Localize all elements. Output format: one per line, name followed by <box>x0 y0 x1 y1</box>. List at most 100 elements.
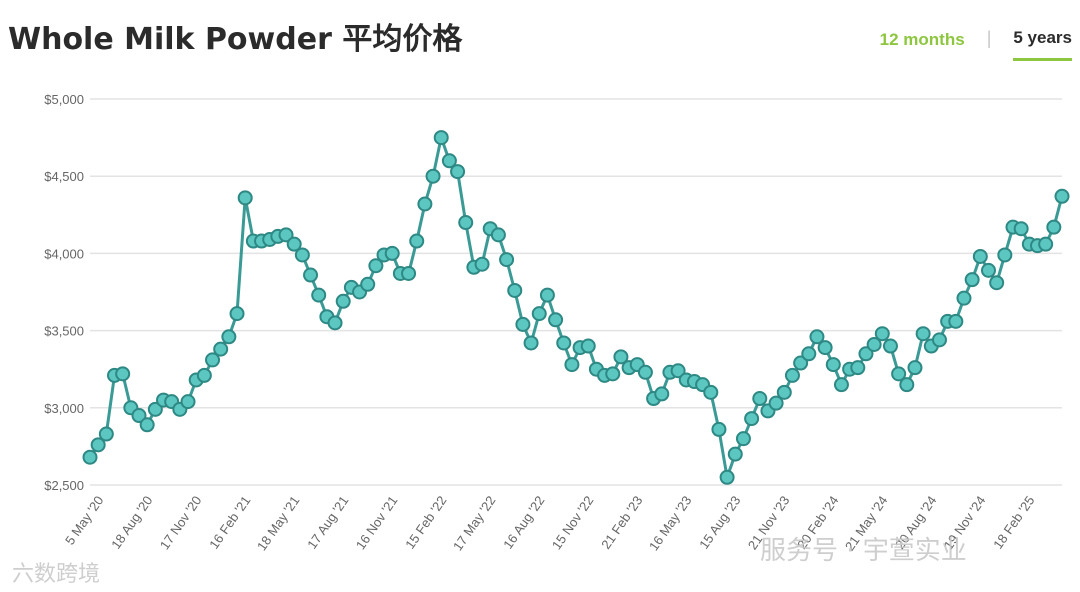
data-point <box>915 326 931 342</box>
data-point <box>727 446 743 462</box>
data-point <box>580 338 596 354</box>
data-point <box>931 332 947 348</box>
data-point <box>605 366 621 382</box>
data-point <box>417 196 433 212</box>
data-point <box>401 265 417 281</box>
tab-5-years[interactable]: 5 years <box>1013 26 1072 61</box>
data-point <box>719 469 735 485</box>
x-tick-label: 15 Aug '23 <box>696 493 743 552</box>
watermark-left: 六数跨境 <box>12 562 101 587</box>
y-tick-label: $4,000 <box>44 246 84 261</box>
data-point <box>899 377 915 393</box>
y-tick-label: $3,000 <box>44 401 84 416</box>
data-point <box>817 340 833 356</box>
data-point <box>1038 236 1054 252</box>
data-point <box>850 360 866 376</box>
x-tick-label: 16 Aug '22 <box>500 493 547 552</box>
y-tick-label: $5,000 <box>44 92 84 107</box>
data-point <box>564 357 580 373</box>
data-point <box>989 275 1005 291</box>
data-point <box>409 233 425 249</box>
range-tabs: 12 months | 5 years <box>880 26 1072 61</box>
data-point <box>907 360 923 376</box>
data-point <box>548 312 564 328</box>
data-point <box>891 366 907 382</box>
data-point <box>433 130 449 146</box>
x-tick-label: 16 Feb '21 <box>206 493 253 552</box>
data-point <box>139 417 155 433</box>
x-tick-label: 15 Nov '22 <box>549 493 597 552</box>
x-tick-label: 21 Feb '23 <box>598 493 645 552</box>
data-point <box>335 293 351 309</box>
data-point <box>441 153 457 169</box>
tab-12-months[interactable]: 12 months <box>879 29 965 49</box>
data-point <box>474 256 490 272</box>
data-point <box>1054 188 1070 204</box>
x-tick-label: 18 Aug '20 <box>108 493 155 552</box>
data-point <box>531 306 547 322</box>
data-point <box>90 437 106 453</box>
data-point <box>115 366 131 382</box>
data-point <box>294 247 310 263</box>
y-tick-label: $4,500 <box>44 169 84 184</box>
data-point <box>450 164 466 180</box>
data-point <box>360 276 376 292</box>
data-point <box>703 384 719 400</box>
y-tick-label: $2,500 <box>44 478 84 493</box>
data-point <box>972 248 988 264</box>
data-point <box>221 329 237 345</box>
data-point <box>882 338 898 354</box>
data-point <box>237 190 253 206</box>
data-point <box>131 408 147 424</box>
data-point <box>980 262 996 278</box>
x-tick-label: 16 May '23 <box>646 493 695 553</box>
data-point <box>613 349 629 365</box>
data-point <box>523 335 539 351</box>
watermark-right: 服务号 · 宇萱实业 <box>760 536 967 566</box>
data-point <box>776 384 792 400</box>
data-point <box>654 386 670 402</box>
data-point <box>874 326 890 342</box>
x-tick-label: 18 May '21 <box>254 493 303 553</box>
data-point <box>956 290 972 306</box>
data-point <box>833 377 849 393</box>
data-point <box>556 335 572 351</box>
data-point <box>490 227 506 243</box>
x-tick-label: 17 May '22 <box>450 493 499 553</box>
data-point <box>801 346 817 362</box>
data-point <box>368 258 384 274</box>
data-point <box>809 329 825 345</box>
data-point <box>752 391 768 407</box>
data-point <box>311 287 327 303</box>
data-point <box>515 316 531 332</box>
data-point <box>793 355 809 371</box>
x-tick-label: 16 Nov '21 <box>353 493 401 552</box>
data-point <box>744 411 760 427</box>
data-point <box>147 401 163 417</box>
data-point <box>98 426 114 442</box>
page-title: Whole Milk Powder 平均价格 <box>8 22 463 57</box>
data-point <box>278 227 294 243</box>
data-point <box>507 282 523 298</box>
data-point <box>948 313 964 329</box>
data-point <box>82 449 98 465</box>
data-point <box>997 247 1013 263</box>
data-point <box>213 341 229 357</box>
data-point <box>327 315 343 331</box>
data-point <box>825 357 841 373</box>
data-point <box>670 363 686 379</box>
data-point <box>303 267 319 283</box>
data-point <box>858 346 874 362</box>
x-tick-label: 15 Feb '22 <box>402 493 449 552</box>
data-point <box>768 395 784 411</box>
data-point <box>499 252 515 268</box>
data-point <box>735 431 751 447</box>
tab-separator: | <box>986 28 992 48</box>
x-tick-label: 5 May '20 <box>62 493 106 547</box>
data-point <box>458 215 474 231</box>
x-tick-label: 17 Nov '20 <box>157 493 205 552</box>
data-point <box>539 287 555 303</box>
data-point <box>964 272 980 288</box>
data-point <box>286 236 302 252</box>
